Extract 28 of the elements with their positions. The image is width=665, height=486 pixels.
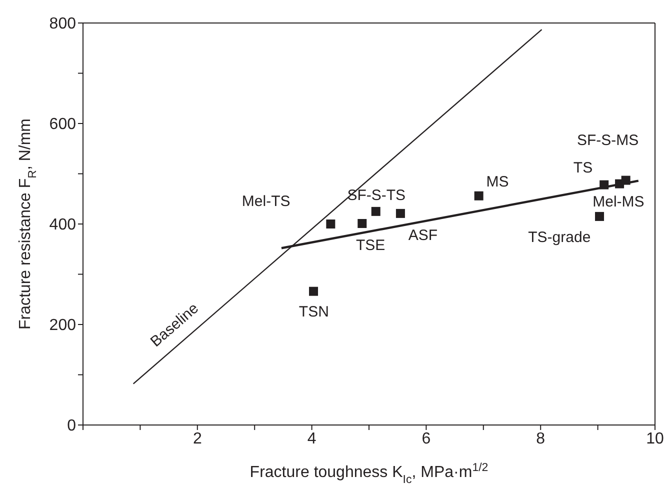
point xyxy=(474,191,484,200)
point xyxy=(396,208,405,218)
annotation: ASF xyxy=(408,227,438,244)
annotation: SF-S-MS xyxy=(576,132,639,149)
point xyxy=(595,212,604,221)
point xyxy=(358,218,367,228)
annotation: Mel-MS xyxy=(592,193,644,210)
x-tick-label: 10 xyxy=(646,430,664,448)
y-tick-label: 600 xyxy=(49,116,76,134)
annotation: SF-S-TS xyxy=(347,187,406,204)
y-tick-label: 800 xyxy=(49,16,76,33)
y-tick-label: 400 xyxy=(49,216,76,234)
x-axis-title: Fracture toughness K$_{Ic}$, MPa·m$^{1/2}$ xyxy=(250,462,488,486)
annotation: Mel-TS xyxy=(242,192,290,210)
x-tick-label: 4 xyxy=(307,430,316,448)
x-tick-label: 2 xyxy=(192,430,202,448)
x-tick-label: 8 xyxy=(536,430,546,448)
annotation: TS-grade xyxy=(528,229,591,246)
annotation: TSN xyxy=(298,303,329,320)
y-tick-label: 200 xyxy=(49,317,76,334)
y-tick-label: 0 xyxy=(67,418,76,435)
annotation: TS xyxy=(573,159,593,176)
point xyxy=(326,220,336,228)
x-tick-label: 6 xyxy=(422,430,431,448)
annotation: MS xyxy=(486,174,509,191)
point xyxy=(309,286,318,296)
point xyxy=(371,206,380,216)
annotation: TSE xyxy=(356,237,386,254)
